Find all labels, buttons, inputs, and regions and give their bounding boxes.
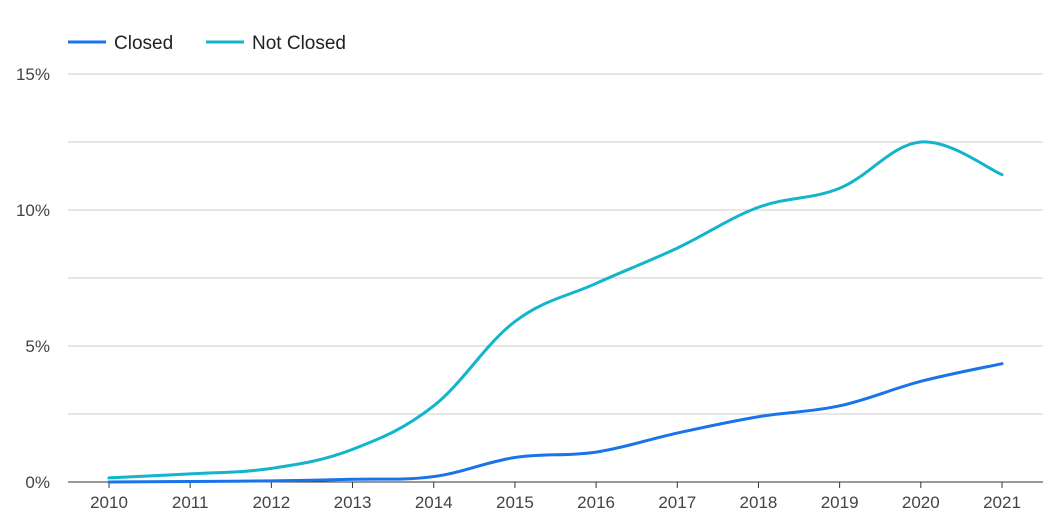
data-point-closed [592, 448, 600, 456]
data-point-not-closed [754, 203, 762, 211]
y-tick-label: 15% [16, 65, 50, 84]
legend-item-closed: Closed [68, 33, 173, 54]
x-axis: 2010 2011 2012 2013 2014 2015 2016 2017 2018 2019… [90, 482, 1021, 512]
y-tick-label: 5% [25, 337, 50, 356]
data-point-closed [267, 477, 275, 485]
x-tick-label: 2016 [577, 493, 615, 512]
y-axis: 0% 5% 10% 15% [16, 65, 50, 492]
gridlines [68, 73, 1043, 483]
x-tick-label: 2021 [983, 493, 1021, 512]
data-point-closed [186, 477, 194, 485]
x-tick-label: 2018 [740, 493, 778, 512]
x-tick-label: 2012 [252, 493, 290, 512]
y-tick-label: 10% [16, 201, 50, 220]
data-point-closed [511, 454, 519, 462]
data-point-not-closed [186, 470, 194, 478]
data-point-closed [754, 413, 762, 421]
data-point-closed [836, 402, 844, 410]
data-point-not-closed [998, 171, 1006, 179]
x-tick-label: 2013 [334, 493, 372, 512]
data-point-not-closed [511, 318, 519, 326]
data-point-not-closed [917, 138, 925, 146]
data-point-not-closed [836, 184, 844, 192]
legend-label: Not Closed [252, 33, 346, 54]
x-tick-label: 2017 [658, 493, 696, 512]
x-tick-label: 2014 [415, 493, 453, 512]
x-tick-label: 2015 [496, 493, 534, 512]
legend: Closed Not Closed [68, 33, 346, 54]
data-point-closed [430, 473, 438, 481]
data-point-closed [349, 475, 357, 483]
legend-label: Closed [114, 33, 173, 54]
series-lines [105, 138, 1006, 486]
x-tick-label: 2011 [172, 493, 209, 512]
x-tick-label: 2019 [821, 493, 859, 512]
y-tick-label: 0% [25, 473, 50, 492]
series-line-not-closed [107, 140, 1004, 480]
data-point-closed [998, 360, 1006, 368]
x-tick-label: 2010 [90, 493, 128, 512]
data-point-not-closed [430, 402, 438, 410]
data-point-not-closed [349, 445, 357, 453]
data-point-closed [917, 377, 925, 385]
series-line-closed [107, 362, 1004, 484]
x-tick-label: 2020 [902, 493, 940, 512]
data-point-not-closed [673, 244, 681, 252]
legend-item-not-closed: Not Closed [206, 33, 346, 54]
data-point-closed [105, 478, 113, 486]
data-point-closed [673, 429, 681, 437]
data-point-not-closed [267, 464, 275, 472]
data-point-not-closed [592, 279, 600, 287]
